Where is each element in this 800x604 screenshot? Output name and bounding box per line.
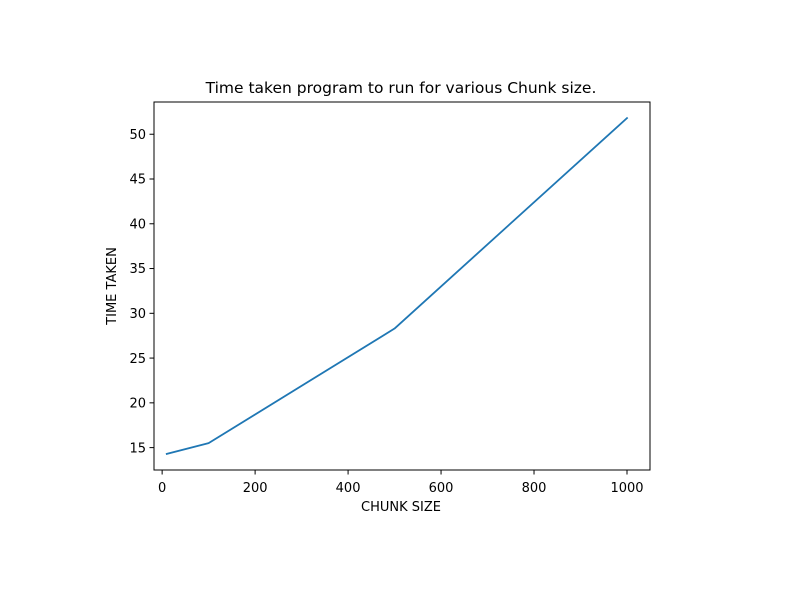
y-tick-label: 20 (129, 397, 146, 412)
y-tick-label: 50 (129, 128, 146, 143)
plot-area-frame (153, 101, 651, 471)
x-tick-label: 0 (158, 481, 166, 496)
y-axis-label: TIME TAKEN (105, 247, 120, 326)
series-line (165, 116, 629, 455)
chart-title: Time taken program to run for various Ch… (205, 79, 597, 97)
y-tick-label: 15 (129, 441, 146, 456)
y-axis-ticks: 15 20 25 30 35 40 45 50 (129, 128, 154, 456)
x-tick-label: 800 (522, 481, 547, 496)
y-tick-label: 45 (129, 173, 146, 188)
y-tick-label: 30 (129, 307, 146, 322)
x-tick-label: 400 (336, 481, 361, 496)
x-axis-label: CHUNK SIZE (361, 500, 441, 515)
x-axis-ticks: 0 200 400 600 800 1000 (158, 470, 644, 496)
y-tick-label: 40 (129, 217, 146, 232)
y-tick-label: 25 (129, 352, 146, 367)
series-layer (165, 116, 629, 455)
x-tick-label: 200 (243, 481, 268, 496)
y-tick-label: 35 (129, 262, 146, 277)
x-tick-label: 600 (429, 481, 454, 496)
x-tick-label: 1000 (610, 481, 643, 496)
